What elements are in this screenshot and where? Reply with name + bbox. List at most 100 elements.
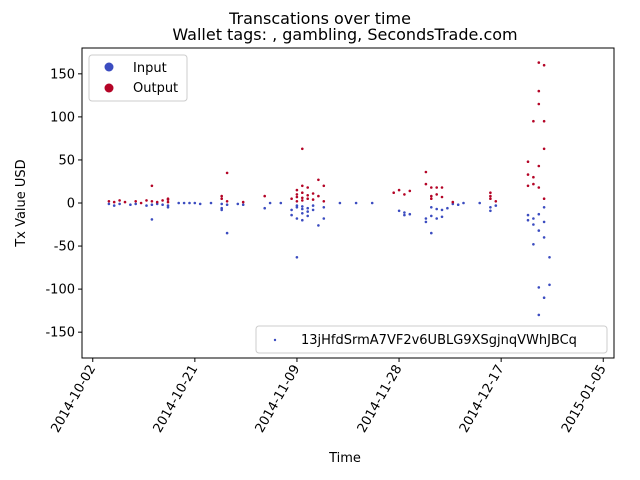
output-point: [542, 147, 546, 151]
output-point: [322, 200, 326, 203]
input-point: [177, 201, 180, 205]
input-point: [134, 202, 137, 206]
input-point: [301, 218, 304, 222]
y-tick-label: -50: [54, 240, 75, 255]
input-point: [107, 202, 111, 206]
output-point: [107, 200, 111, 203]
input-point: [188, 201, 191, 205]
input-point: [537, 313, 541, 317]
input-point: [220, 208, 223, 212]
output-point: [311, 198, 315, 201]
output-point: [166, 197, 170, 200]
legend-output-marker: [104, 83, 114, 93]
input-point: [182, 201, 186, 205]
input-point: [430, 231, 433, 235]
output-point: [306, 197, 310, 200]
output-point: [295, 195, 299, 199]
input-point: [424, 220, 428, 224]
input-point: [435, 207, 439, 211]
output-point: [161, 199, 164, 202]
output-point: [537, 89, 541, 93]
input-point: [225, 231, 229, 235]
input-point: [311, 204, 315, 207]
x-tick-label: 2014-11-09: [253, 363, 304, 436]
output-point: [241, 200, 245, 204]
y-tick-label: 150: [50, 67, 75, 82]
input-point: [403, 211, 406, 214]
input-point: [440, 208, 444, 212]
output-point: [150, 184, 154, 188]
output-point: [451, 200, 455, 204]
output-point: [537, 61, 541, 64]
y-tick-label: -150: [45, 326, 75, 341]
input-point: [354, 201, 358, 205]
input-point: [542, 236, 546, 239]
output-point: [301, 196, 304, 200]
input-point: [166, 206, 170, 209]
output-point: [489, 197, 492, 200]
x-tick-label: 2014-10-02: [48, 363, 99, 436]
output-point: [301, 184, 304, 188]
output-point: [295, 200, 299, 203]
output-point: [537, 186, 541, 189]
output-point: [440, 186, 444, 189]
output-point: [123, 200, 127, 204]
input-point: [241, 203, 245, 206]
output-point: [301, 199, 304, 202]
x-tick-label: 2015-01-05: [559, 363, 610, 436]
chart-subtitle: Wallet tags: , gambling, SecondsTrade.co…: [172, 25, 517, 44]
input-point: [301, 207, 304, 211]
output-point: [311, 192, 315, 195]
input-point: [112, 204, 116, 207]
output-point: [220, 194, 223, 198]
input-point: [317, 224, 320, 227]
output-point: [532, 119, 535, 123]
input-point: [290, 208, 293, 212]
output-point: [435, 186, 439, 189]
input-point: [537, 212, 541, 216]
input-point: [403, 213, 406, 217]
output-point: [306, 194, 310, 197]
y-axis-label: Tx Value USD: [14, 159, 29, 247]
legend-address-label: 13jHfdSrmA7VF2v6UBLG9XSgjnqVWhJBCq: [301, 333, 577, 348]
input-point: [456, 203, 460, 206]
legend-input-marker: [104, 62, 114, 72]
input-point: [494, 204, 498, 207]
output-point: [494, 200, 498, 203]
output-point: [532, 175, 535, 179]
output-point: [225, 200, 229, 203]
input-point: [150, 203, 154, 206]
output-point: [139, 201, 143, 205]
output-point: [532, 182, 535, 186]
output-point: [489, 194, 492, 198]
output-point: [301, 191, 304, 194]
input-point: [478, 201, 482, 205]
axis-ticks: -150 -100 -50 0 50 100 150 2014-10-02 2014-10-21…: [45, 67, 609, 435]
input-point: [542, 296, 546, 300]
output-point: [392, 191, 396, 194]
chart-title: Transcations over time: [228, 9, 411, 28]
x-axis-label: Time: [328, 451, 361, 466]
input-point: [322, 217, 326, 220]
output-point: [317, 194, 320, 198]
input-point: [236, 202, 240, 206]
y-tick-label: 0: [67, 197, 75, 212]
input-point: [526, 213, 530, 217]
legend-input-label: Input: [133, 61, 167, 76]
output-point: [403, 193, 406, 196]
input-point: [150, 218, 154, 221]
output-point: [225, 171, 229, 175]
output-point: [118, 199, 121, 202]
input-point: [263, 206, 267, 210]
output-point: [301, 147, 304, 151]
input-point: [532, 223, 535, 226]
input-point: [306, 206, 310, 210]
input-point: [462, 201, 465, 205]
output-point: [430, 194, 433, 198]
x-tick-label: 2014-11-28: [355, 363, 406, 436]
input-point: [532, 243, 535, 246]
output-point: [430, 186, 433, 189]
input-point: [542, 220, 546, 224]
output-point: [526, 160, 530, 163]
output-point: [542, 63, 546, 67]
